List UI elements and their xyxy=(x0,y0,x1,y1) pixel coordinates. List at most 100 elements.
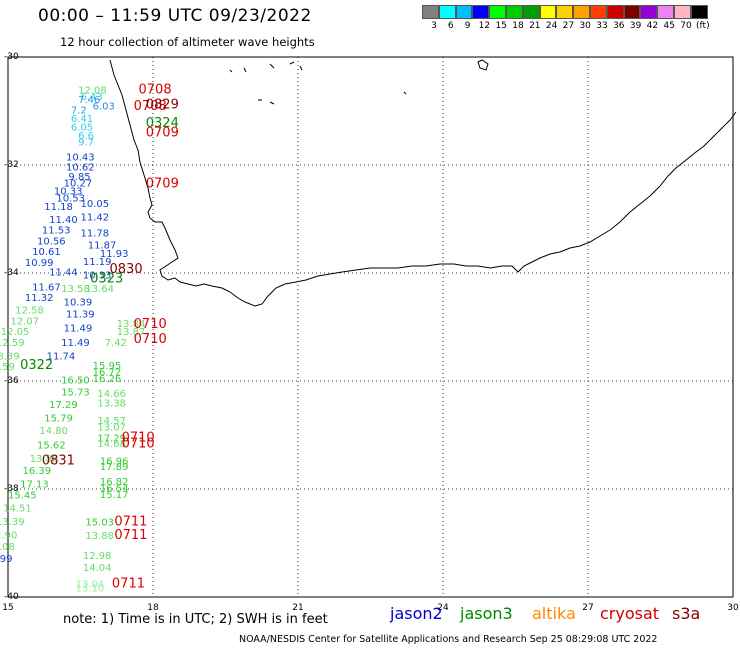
swh-value: 10.62 xyxy=(66,162,95,173)
colorbar-swatch xyxy=(455,5,473,19)
pass-time: 0829 xyxy=(146,97,179,112)
colorbar-label: 6 xyxy=(447,21,454,31)
swh-labels: 12.086.437.466.037.26.416.056.69.710.431… xyxy=(0,86,145,595)
swh-value: 11.74 xyxy=(47,351,76,362)
latitude-label: -32 xyxy=(4,160,19,170)
pass-time: 0709 xyxy=(146,125,179,140)
legend-note: note: 1) Time is in UTC; 2) SWH is in fe… xyxy=(63,612,328,627)
pass-time: 0710 xyxy=(122,436,155,451)
swh-value: 10.33 xyxy=(83,270,112,281)
swh-value: 12.58 xyxy=(15,306,44,317)
colorbar-swatch xyxy=(472,5,490,19)
swh-value: 11.18 xyxy=(44,202,73,213)
swh-value: 13.64 xyxy=(85,284,114,295)
colorbar-label: 21 xyxy=(529,21,541,31)
swh-value: 11.39 xyxy=(66,309,95,320)
pass-time: 0830 xyxy=(110,262,143,277)
swh-value: 12.05 xyxy=(1,327,30,338)
swh-value: 14.04 xyxy=(83,563,112,574)
swh-value: 14.51 xyxy=(3,504,32,515)
colorbar-swatch xyxy=(657,5,674,19)
swh-value: 10.33 xyxy=(54,187,83,198)
swh-value: 13.59 xyxy=(0,362,15,373)
colorbar-swatch xyxy=(539,5,557,19)
swh-value: 10.39 xyxy=(64,297,93,308)
swh-value: 16.50 xyxy=(61,376,90,387)
swh-value: 11.44 xyxy=(49,268,78,279)
swh-value: 17.13 xyxy=(20,479,49,490)
swh-value: 13.87 xyxy=(117,327,146,338)
map-grid xyxy=(7,56,734,598)
swh-value: 13.38 xyxy=(97,398,126,409)
longitude-label: 24 xyxy=(437,603,449,613)
swh-value: 16.82 xyxy=(100,477,129,488)
colorbar xyxy=(422,5,708,19)
coastline-south-africa xyxy=(109,59,737,307)
longitude-label: 18 xyxy=(147,603,159,613)
swh-value: 12.07 xyxy=(10,316,39,327)
mission-label-jason3: jason3 xyxy=(460,604,513,623)
swh-value: 10.43 xyxy=(66,153,95,164)
swh-value: 17.29 xyxy=(97,433,126,444)
swh-value: 15.45 xyxy=(8,491,37,502)
colorbar-swatch xyxy=(438,5,456,19)
pass-time: 0710 xyxy=(134,332,167,347)
swh-value: 10.27 xyxy=(64,179,93,190)
swh-value: 13.04 xyxy=(76,579,105,590)
colorbar-label: 24 xyxy=(545,21,558,31)
latitude-label: -40 xyxy=(4,592,19,602)
swh-value: 11.87 xyxy=(88,241,117,252)
colorbar-swatch xyxy=(489,5,506,19)
colorbar-label: 27 xyxy=(562,21,575,31)
colorbar-label: 42 xyxy=(646,21,659,31)
swh-value: 6.6 xyxy=(78,131,94,142)
swh-value: 6.03 xyxy=(93,101,115,112)
pass-time-labels: 0708070808290324070907090830032307100710… xyxy=(20,83,179,592)
colorbar-swatch xyxy=(690,5,708,19)
longitude-label: 30 xyxy=(727,603,739,613)
swh-value: 13.07 xyxy=(97,423,126,434)
swh-value: 7.2 xyxy=(71,106,87,117)
mission-label-cryosat: cryosat xyxy=(600,604,660,623)
colorbar-label: 70 xyxy=(680,21,692,31)
swh-value: 12.90 xyxy=(0,531,17,542)
swh-value: 16.96 xyxy=(100,457,129,468)
swh-value: 11.53 xyxy=(42,226,71,237)
colorbar-label: 39 xyxy=(629,21,642,31)
pass-time: 0708 xyxy=(139,83,172,98)
swh-value: 14.66 xyxy=(97,389,126,400)
colorbar-swatch xyxy=(573,5,590,19)
swh-value: 7.46 xyxy=(78,95,100,106)
swh-value: 14.68 xyxy=(97,439,126,450)
swh-value: 10.61 xyxy=(32,247,61,258)
pass-time: 0710 xyxy=(134,317,167,332)
latitude-label: -38 xyxy=(4,484,19,494)
swh-value: 16.26 xyxy=(93,374,122,385)
swh-value: 15.95 xyxy=(93,361,122,372)
swh-value: 13.10 xyxy=(76,584,105,595)
island-outline-2 xyxy=(258,61,407,105)
mission-label-jason2: jason2 xyxy=(390,604,443,623)
colorbar-label: 30 xyxy=(579,21,591,31)
swh-value: 10.53 xyxy=(56,194,85,205)
colorbar-label: 36 xyxy=(613,21,625,31)
swh-value: 12.08 xyxy=(0,542,15,553)
pass-time: 0708 xyxy=(134,99,167,114)
island-outline xyxy=(477,59,489,71)
swh-value: 9.85 xyxy=(68,172,90,183)
swh-value: 11.99 xyxy=(0,554,12,565)
colorbar-swatch xyxy=(422,5,439,19)
colorbar-swatch xyxy=(640,5,658,19)
longitude-label: 27 xyxy=(582,603,594,613)
latitude-label: -36 xyxy=(4,376,19,386)
swh-value: 13.84 xyxy=(117,319,146,330)
colorbar-labels: 3 6 9 12 15 18 21 24 27 30 33 36 39 42 45 70 (ft) xyxy=(422,21,732,33)
colorbar-label: 3 xyxy=(431,21,437,31)
swh-value: 11.93 xyxy=(100,249,129,260)
pass-time: 0710 xyxy=(122,430,155,445)
pass-time: 0711 xyxy=(114,528,147,543)
page-title: 00:00 – 11:59 UTC 09/23/2022 xyxy=(38,6,312,26)
colorbar-label: 18 xyxy=(512,21,524,31)
colorbar-swatch xyxy=(522,5,540,19)
